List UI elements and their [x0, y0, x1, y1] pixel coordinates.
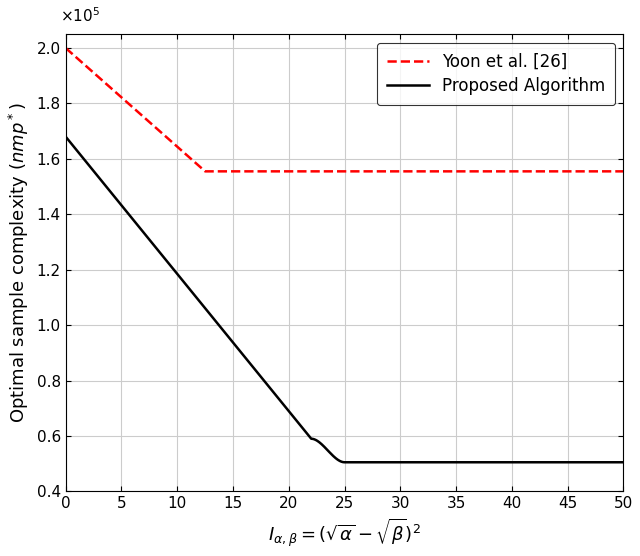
Proposed Algorithm [341, 459, 349, 465]
Proposed Algorithm [90, 168, 98, 175]
Proposed Algorithm [62, 133, 70, 140]
Text: $\times 10^5$: $\times 10^5$ [60, 6, 100, 25]
Line: Yoon et al. [26]: Yoon et al. [26] [66, 48, 623, 171]
Yoon et al. [26] [342, 168, 350, 175]
Proposed Algorithm [501, 459, 509, 465]
Proposed Algorithm [604, 459, 611, 465]
Proposed Algorithm [604, 459, 611, 465]
Y-axis label: Optimal sample complexity $(nmp^*)$: Optimal sample complexity $(nmp^*)$ [7, 102, 31, 423]
Proposed Algorithm [620, 459, 627, 465]
Yoon et al. [26] [414, 168, 422, 175]
Yoon et al. [26] [134, 108, 141, 115]
Yoon et al. [26] [202, 168, 209, 175]
Yoon et al. [26] [111, 88, 119, 95]
Legend: Yoon et al. [26], Proposed Algorithm: Yoon et al. [26], Proposed Algorithm [377, 43, 615, 105]
Yoon et al. [26] [620, 168, 627, 175]
Line: Proposed Algorithm: Proposed Algorithm [66, 137, 623, 462]
X-axis label: $I_{\alpha,\beta} = (\sqrt{\alpha} - \sqrt{\beta})^2$: $I_{\alpha,\beta} = (\sqrt{\alpha} - \sq… [268, 517, 421, 549]
Proposed Algorithm [318, 441, 326, 448]
Yoon et al. [26] [188, 156, 196, 163]
Proposed Algorithm [333, 456, 340, 463]
Yoon et al. [26] [277, 168, 285, 175]
Yoon et al. [26] [62, 44, 70, 51]
